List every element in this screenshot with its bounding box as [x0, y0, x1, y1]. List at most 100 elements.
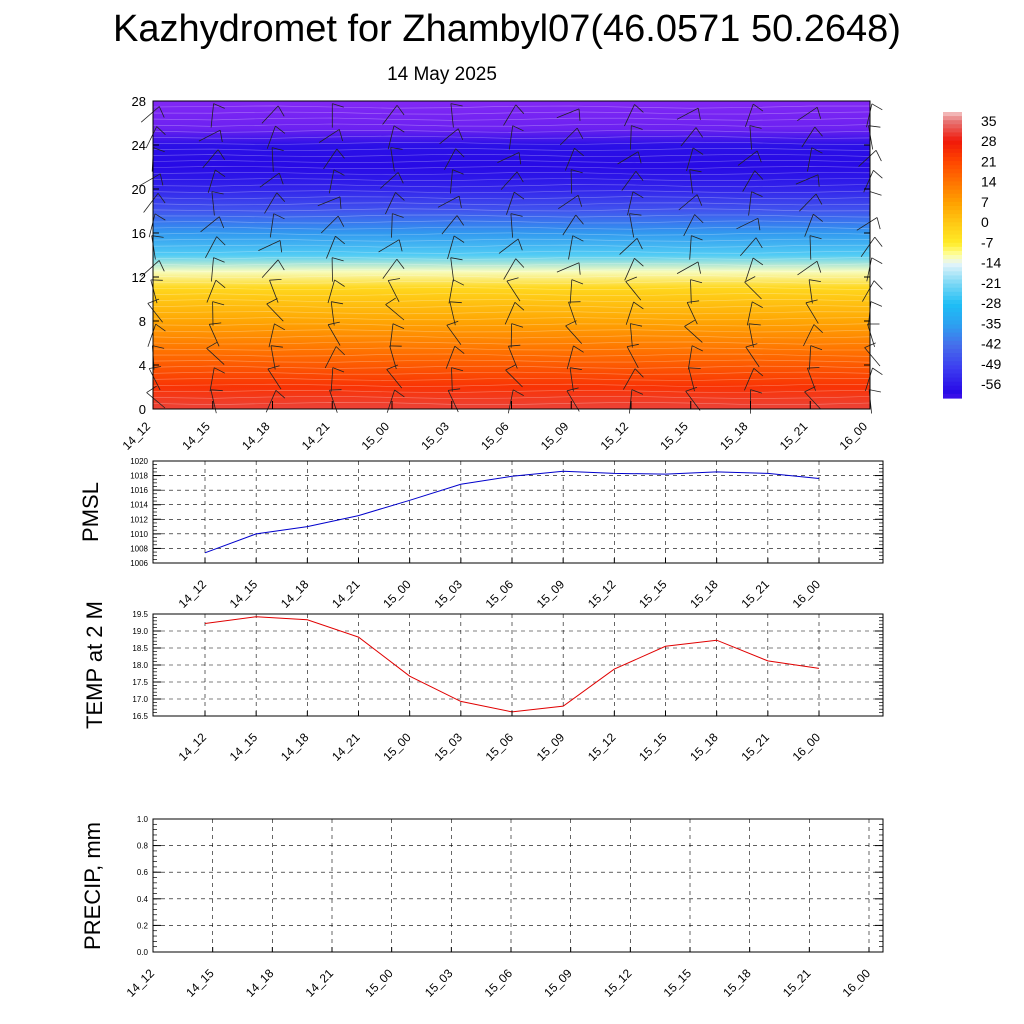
wind-barb-staff: [323, 148, 338, 170]
wind-barb-staff: [143, 193, 159, 213]
wind-barb-flag: [871, 103, 883, 111]
wind-barb-staff: [686, 147, 694, 172]
wind-barb-staff: [809, 235, 812, 260]
colorbar-swatch: [943, 128, 962, 134]
wind-barb-staff: [391, 213, 393, 238]
colorbar-swatch: [943, 197, 962, 203]
pmsl-panel: 1006 1008 1010 1012 1014 1016 1018 1020 14_12 14_…: [78, 457, 884, 611]
colorbar-swatch: [943, 275, 962, 281]
wind-barb-flag: [514, 301, 525, 311]
wind-barb-staff: [385, 304, 405, 321]
wind-barb-staff: [326, 236, 336, 259]
x-tick-label: 14_15: [183, 966, 217, 1000]
wind-barb-flag: [452, 169, 464, 175]
contour-line: [152, 190, 871, 194]
wind-barb-staff: [271, 147, 274, 172]
wind-barb-staff: [141, 260, 160, 277]
y-tick-label: 0.4: [137, 895, 149, 904]
wind-barb-staff: [797, 260, 818, 276]
wind-barb-flag: [158, 106, 165, 118]
wind-barb-flag: [339, 196, 342, 209]
x-tick-label: 15_21: [738, 577, 772, 611]
wind-barb-flag: [874, 236, 883, 247]
wind-barb-staff: [569, 367, 574, 392]
wind-barb-staff: [862, 280, 875, 302]
contour-line: [152, 281, 871, 285]
contour-line: [152, 293, 871, 297]
wind-barb-staff: [556, 108, 580, 119]
contour-line: [152, 305, 871, 309]
wind-barb-flag: [752, 103, 764, 112]
wind-barb-flag: [209, 322, 222, 325]
pmsl-panel-series-line: [204, 470, 820, 554]
wind-barb-flag: [629, 213, 642, 216]
wind-barb-staff: [445, 346, 456, 369]
y-tick-label: 19.0: [132, 627, 148, 636]
wind-barb-flag: [571, 279, 584, 285]
wind-barb-staff: [866, 103, 873, 128]
wind-barb-flag: [336, 148, 345, 159]
wind-barb-staff: [688, 367, 695, 392]
wind-barb-staff: [497, 152, 520, 163]
wind-barb-flag: [331, 257, 344, 262]
colorbar-swatch: [943, 340, 962, 346]
wind-barb-staff: [745, 346, 760, 368]
wind-barb-staff: [685, 391, 701, 411]
wind-barb-flag: [753, 367, 764, 377]
wind-barb-flag: [749, 125, 762, 129]
wind-barb-flag: [565, 320, 577, 327]
wind-barb-flag: [512, 125, 524, 132]
x-tick-label: 15_21: [780, 966, 814, 1000]
colorbar-label: -42: [981, 336, 1001, 352]
wind-barb-staff: [318, 129, 340, 143]
wind-barb-staff: [804, 214, 814, 237]
wind-barb-staff: [447, 235, 455, 260]
wind-barb-flag: [632, 191, 644, 199]
wind-barb-staff: [261, 259, 279, 278]
wind-barb-flag: [813, 213, 823, 222]
x-tick-label: 16_00: [790, 730, 824, 764]
colorbar-swatch: [943, 348, 962, 354]
wind-barb-staff: [269, 213, 275, 238]
x-tick-label: 14_12: [176, 730, 210, 764]
wind-barb-staff: [448, 279, 454, 304]
y-tick-label: 0.2: [137, 921, 149, 930]
wind-barb-flag: [811, 147, 823, 154]
wind-barb-flag: [634, 257, 644, 267]
colorbar-swatch: [943, 177, 962, 183]
wind-barb-flag: [274, 323, 285, 331]
wind-barb-flag: [684, 319, 696, 327]
wind-barb-flag: [816, 261, 822, 273]
wind-barb-flag: [748, 323, 761, 326]
wind-barb-flag: [875, 150, 882, 162]
wind-barb-flag: [266, 298, 278, 305]
contour-line: [152, 269, 871, 272]
wind-barb-flag: [276, 192, 286, 202]
colorbar-label: 35: [981, 113, 997, 129]
wind-barb-flag: [505, 364, 517, 371]
wind-barb-flag: [398, 239, 403, 252]
wind-barb-flag: [873, 280, 883, 290]
wind-barb-flag: [453, 279, 465, 286]
heatmap-y-tick-label: 20: [132, 182, 146, 197]
wind-barb-staff: [627, 191, 634, 216]
x-tick-label: 16_00: [790, 577, 824, 611]
wind-barb-flag: [517, 238, 523, 251]
wind-barb-flag: [872, 367, 883, 376]
colorbar-swatch: [943, 385, 962, 391]
x-tick-label: 14_12: [124, 966, 158, 1000]
wind-barb-flag: [214, 169, 226, 178]
wind-barb-flag: [637, 151, 642, 164]
x-tick-label: 15_06: [482, 966, 516, 1000]
wind-barb-flag: [149, 366, 162, 369]
wind-barb-staff: [568, 301, 577, 325]
colorbar-label: -35: [981, 315, 1001, 331]
heatmap-x-tick-label: 14_21: [299, 419, 333, 453]
wind-barb-flag: [691, 345, 703, 352]
colorbar-swatch: [943, 156, 962, 162]
heatmap-y-tick-label: 0: [139, 402, 146, 417]
contour-line: [152, 232, 871, 236]
colorbar-swatch: [943, 148, 962, 154]
wind-barb-staff: [200, 216, 220, 233]
